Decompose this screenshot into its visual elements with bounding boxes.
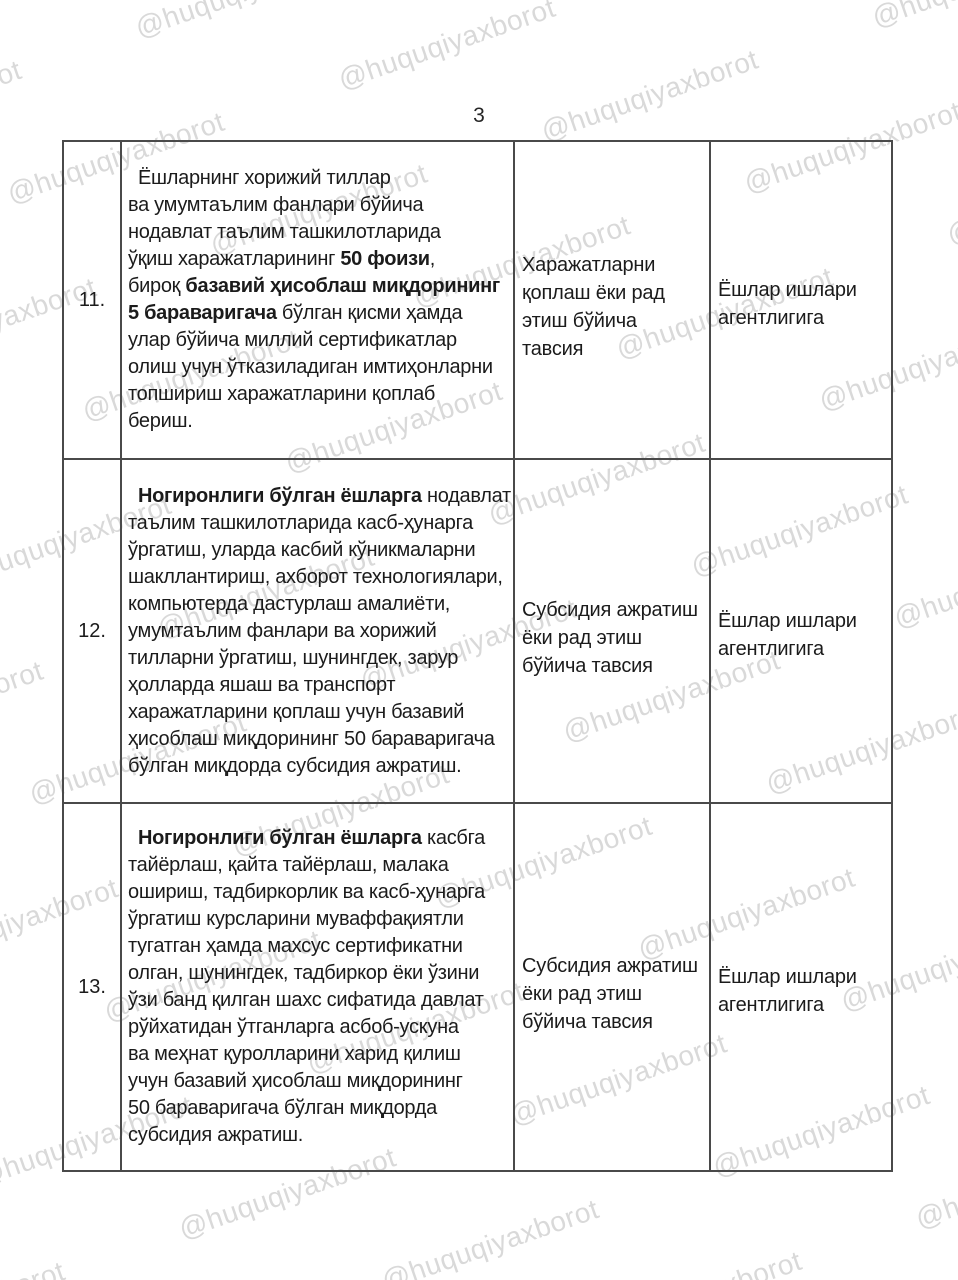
description-text: Ногиронлиги бўлган ёшларга нодавлат таъли… <box>128 484 511 777</box>
benefits-table: 11. Ёшларнинг хорижий тиллар ва умумтаъли… <box>62 140 893 1172</box>
watermark-text: @huquqiyaxborot <box>131 0 356 44</box>
watermark-text: @huquqiyaxborot <box>0 1255 69 1280</box>
table-body: 11. Ёшларнинг хорижий тиллар ва умумтаъли… <box>62 140 893 1172</box>
recommendation-text: Субсидия ажратиш ёки рад этиш бўйича тавси… <box>522 599 698 677</box>
table-row-12: 12. Ногиронлиги бўлган ёшларга нодавлат т… <box>62 458 893 804</box>
row-number-cell: 12. <box>62 458 122 804</box>
agency-cell: Ёшлар ишлари агентлигига <box>709 458 893 804</box>
recommendation-cell: Харажатларни қоплаш ёки рад этиш бўйича тав… <box>513 140 711 460</box>
agency-cell: Ёшлар ишлари агентлигига <box>709 802 893 1172</box>
agency-text: Ёшлар ишлари агентлигига <box>718 278 857 329</box>
agency-text: Ёшлар ишлари агентлигига <box>718 609 857 660</box>
watermark-text: @huquqiyaxborot <box>942 147 958 251</box>
watermark-text: @huquqiyaxborot <box>868 0 958 34</box>
row-number: 11. <box>78 288 106 311</box>
agency-cell: Ёшлар ишлари агентлигига <box>709 140 893 460</box>
description-cell: Ёшларнинг хорижий тиллар ва умумтаълим фа… <box>120 140 515 460</box>
description-text: Ёшларнинг хорижий тиллар ва умумтаълим фа… <box>128 167 500 432</box>
recommendation-cell: Субсидия ажратиш ёки рад этиш бўйича тавси… <box>513 458 711 804</box>
watermark-text: @huquqiyaxborot <box>889 530 958 634</box>
description-cell: Ногиронлиги бўлган ёшларга нодавлат таъли… <box>120 458 515 804</box>
row-number-cell: 13. <box>62 802 122 1172</box>
watermark-text: @huquqiyaxborot <box>537 43 763 147</box>
watermark-text: @huquqiyaxborot <box>911 1130 958 1235</box>
recommendation-cell: Субсидия ажратиш ёки рад этиш бўйича тавси… <box>513 802 711 1172</box>
description-text: Ногиронлиги бўлган ёшларга касбга тайёрла… <box>128 827 485 1146</box>
row-number: 12. <box>78 619 106 642</box>
recommendation-text: Харажатларни қоплаш ёки рад этиш бўйича тав… <box>522 254 665 360</box>
watermark-text: @huquqiyaxborot <box>334 0 560 96</box>
table-row-11: 11. Ёшларнинг хорижий тиллар ва умумтаъли… <box>62 140 893 460</box>
row-number: 13. <box>78 975 106 998</box>
table-row-13: 13. Ногиронлиги бўлган ёшларга касбга тай… <box>62 802 893 1172</box>
recommendation-text: Субсидия ажратиш ёки рад этиш бўйича тавси… <box>522 955 698 1033</box>
watermark-text: @huquqiyaxborot <box>0 654 48 759</box>
watermark-text: @huquqiyaxborot <box>377 1193 603 1280</box>
row-number-cell: 11. <box>62 140 122 460</box>
agency-text: Ёшлар ишлари агентлигига <box>718 965 857 1016</box>
watermark-text: @huquqiyaxborot <box>581 1245 806 1280</box>
description-cell: Ногиронлиги бўлган ёшларга касбга тайёрла… <box>120 802 515 1172</box>
page-number: 3 <box>473 104 485 127</box>
